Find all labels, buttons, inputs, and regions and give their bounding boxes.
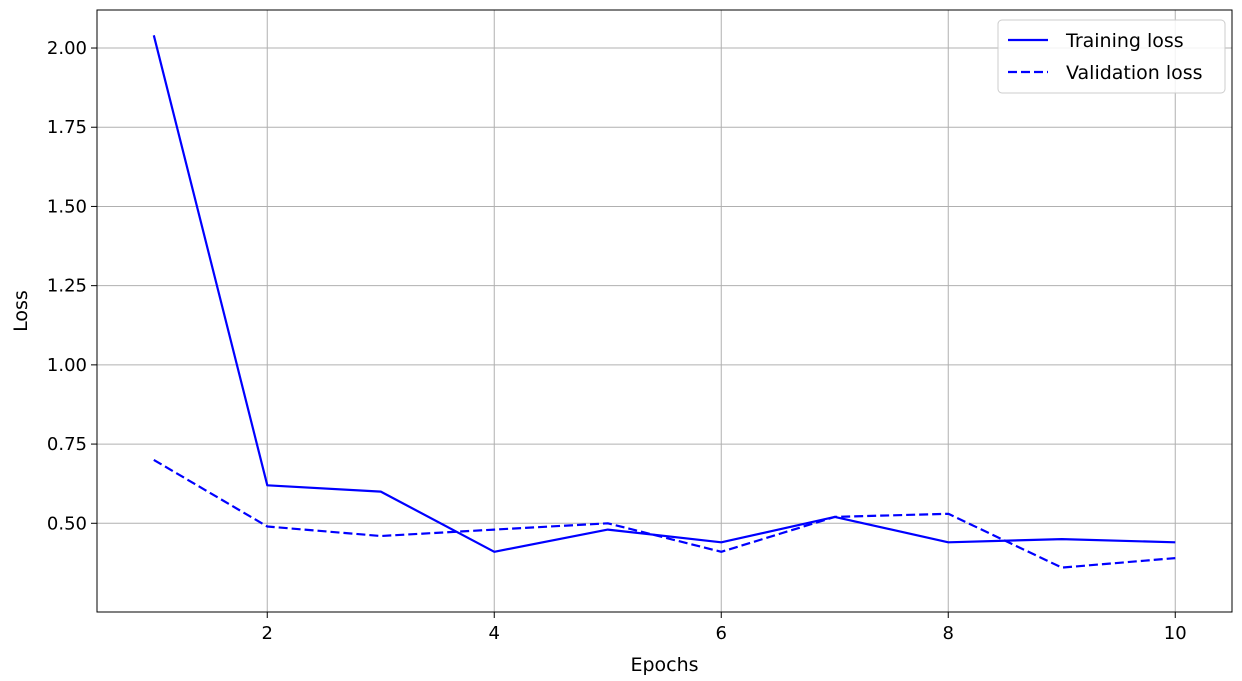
y-tick-label: 1.25 — [47, 276, 87, 297]
legend-box — [997, 19, 1226, 94]
y-tick-label: 0.50 — [47, 513, 87, 534]
training-loss-line — [152, 35, 1176, 553]
y-tick-label: 1.00 — [47, 355, 87, 376]
x-tick-label: 2 — [262, 623, 273, 644]
series-lines — [152, 35, 1176, 569]
y-tick-label: 0.75 — [47, 434, 87, 455]
x-tick-label: 4 — [489, 623, 500, 644]
y-tick-label: 1.50 — [47, 196, 87, 217]
legend: Training loss Validation loss — [997, 19, 1226, 94]
x-axis-ticks: 2 4 6 8 10 — [262, 612, 1187, 644]
y-axis-ticks: 0.50 0.75 1.00 1.25 1.50 1.75 2.00 — [47, 38, 97, 534]
legend-label: Validation loss — [1066, 62, 1203, 84]
x-tick-label: 6 — [716, 623, 727, 644]
grid-lines — [97, 10, 1232, 612]
y-axis-label: Loss — [10, 290, 32, 332]
x-axis-label: Epochs — [630, 654, 698, 676]
x-tick-label: 8 — [943, 623, 954, 644]
plot-area-frame — [96, 9, 1233, 613]
x-tick-label: 10 — [1164, 623, 1187, 644]
validation-loss-line — [153, 458, 1176, 569]
legend-label: Training loss — [1065, 30, 1184, 52]
y-tick-label: 1.75 — [47, 117, 87, 138]
y-tick-label: 2.00 — [47, 38, 87, 59]
